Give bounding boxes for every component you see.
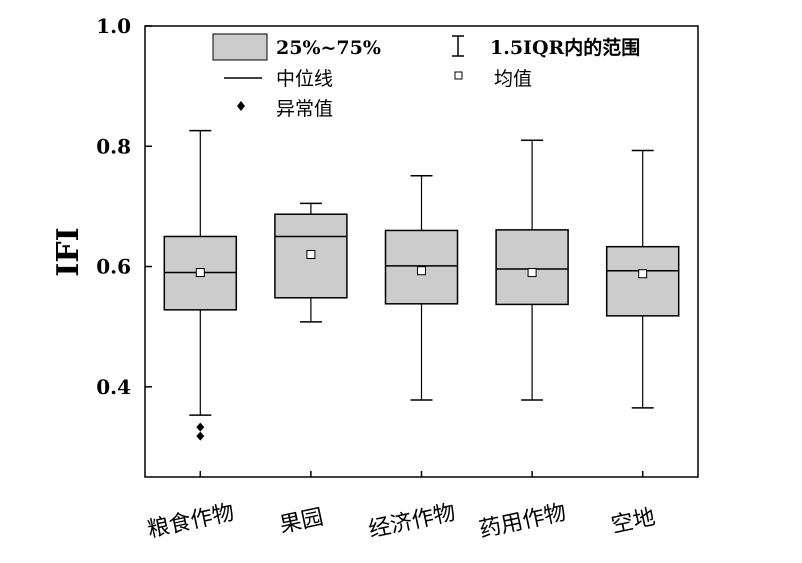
y-axis-ticks: 0.4 0.6 0.8 1.0 <box>96 14 152 399</box>
mean-marker <box>638 269 648 279</box>
legend-iqr-label: 25%~75% <box>276 37 381 59</box>
x-category-label: 空地 <box>609 505 657 539</box>
iqr-box <box>605 245 680 317</box>
mean-marker <box>306 250 316 260</box>
mean-marker <box>195 268 205 278</box>
legend-whisker-label: 1.5IQR内的范围 <box>490 36 640 59</box>
x-axis-labels: 粮食作物 果园 经济作物 药用作物 空地 <box>145 471 657 543</box>
box-3 <box>384 174 459 401</box>
y-axis-title: IFI <box>51 227 86 276</box>
x-category-label: 药用作物 <box>477 500 568 543</box>
legend: 25%~75% 1.5IQR内的范围 中位线 均值 异常值 <box>212 33 640 120</box>
outlier-point <box>196 422 205 432</box>
box-2 <box>274 202 348 323</box>
legend-mean-label: 均值 <box>494 68 532 90</box>
mean-marker <box>417 266 426 276</box>
outlier-point <box>196 431 205 441</box>
y-tick-label: 1.0 <box>96 14 131 38</box>
legend-whisker-icon <box>452 35 464 57</box>
box-1 <box>163 129 238 441</box>
box-4 <box>495 139 569 401</box>
legend-iqr-swatch <box>212 33 268 61</box>
y-tick-label: 0.6 <box>96 255 131 279</box>
box-series <box>163 129 680 441</box>
x-category-label: 经济作物 <box>367 500 458 543</box>
legend-mean-icon <box>454 71 463 80</box>
y-tick-label: 0.4 <box>96 375 131 399</box>
iqr-box <box>495 229 569 306</box>
legend-outlier-label: 异常值 <box>276 98 333 120</box>
mean-marker <box>527 268 537 278</box>
x-category-label: 粮食作物 <box>145 500 236 543</box>
y-tick-label: 0.8 <box>96 134 131 158</box>
legend-outlier-icon <box>237 101 245 111</box>
x-category-label: 果园 <box>277 505 325 539</box>
legend-median-label: 中位线 <box>276 68 333 90</box>
box-5 <box>605 149 680 409</box>
